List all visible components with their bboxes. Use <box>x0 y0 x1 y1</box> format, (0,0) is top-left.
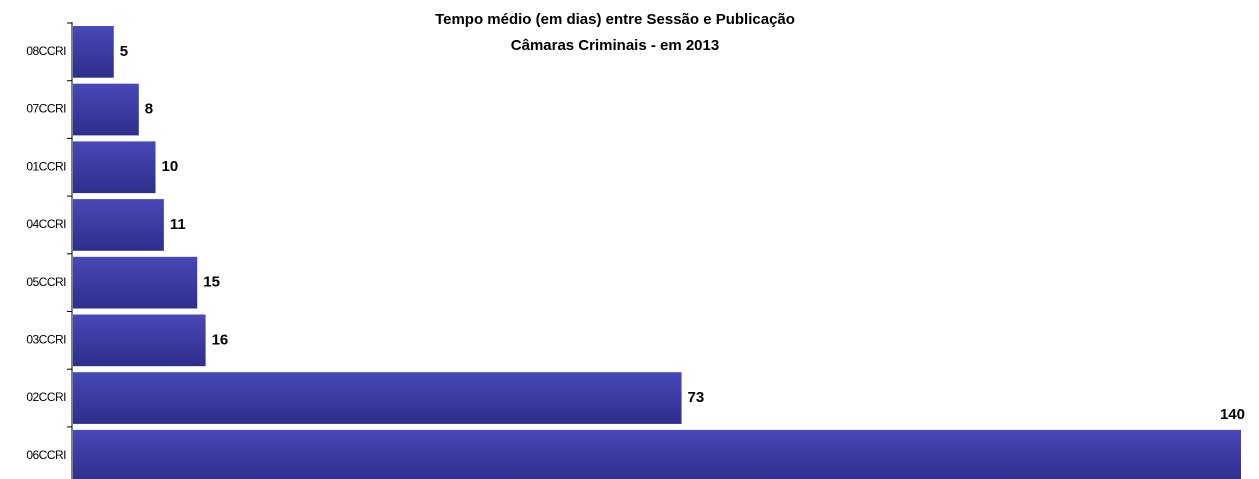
value-label: 10 <box>162 158 179 175</box>
value-label: 73 <box>688 389 705 406</box>
y-tick-label: 05CCRI <box>26 275 66 289</box>
y-tick-label: 04CCRI <box>26 217 66 231</box>
y-tick-label: 03CCRI <box>26 333 66 347</box>
y-tick-label: 07CCRI <box>26 102 66 116</box>
value-label: 140 <box>1220 406 1245 423</box>
bar <box>73 26 114 78</box>
value-label: 16 <box>212 331 229 348</box>
value-label: 5 <box>120 43 128 60</box>
bar <box>73 429 1241 479</box>
value-label: 8 <box>145 101 153 118</box>
bar <box>73 141 156 194</box>
bar <box>73 256 198 309</box>
y-tick-label: 06CCRI <box>26 448 66 462</box>
bar <box>73 372 682 424</box>
value-label: 11 <box>170 216 186 233</box>
chart-subtitle: Câmaras Criminais - em 2013 <box>511 37 719 54</box>
bar <box>73 314 206 367</box>
y-tick-label: 08CCRI <box>26 44 66 58</box>
bar <box>73 83 139 136</box>
y-tick-label: 01CCRI <box>26 159 66 173</box>
chart-title: Tempo médio (em dias) entre Sessão e Pub… <box>435 11 795 28</box>
value-label: 15 <box>203 274 220 291</box>
bar <box>73 199 164 251</box>
y-tick-label: 02CCRI <box>26 390 66 404</box>
